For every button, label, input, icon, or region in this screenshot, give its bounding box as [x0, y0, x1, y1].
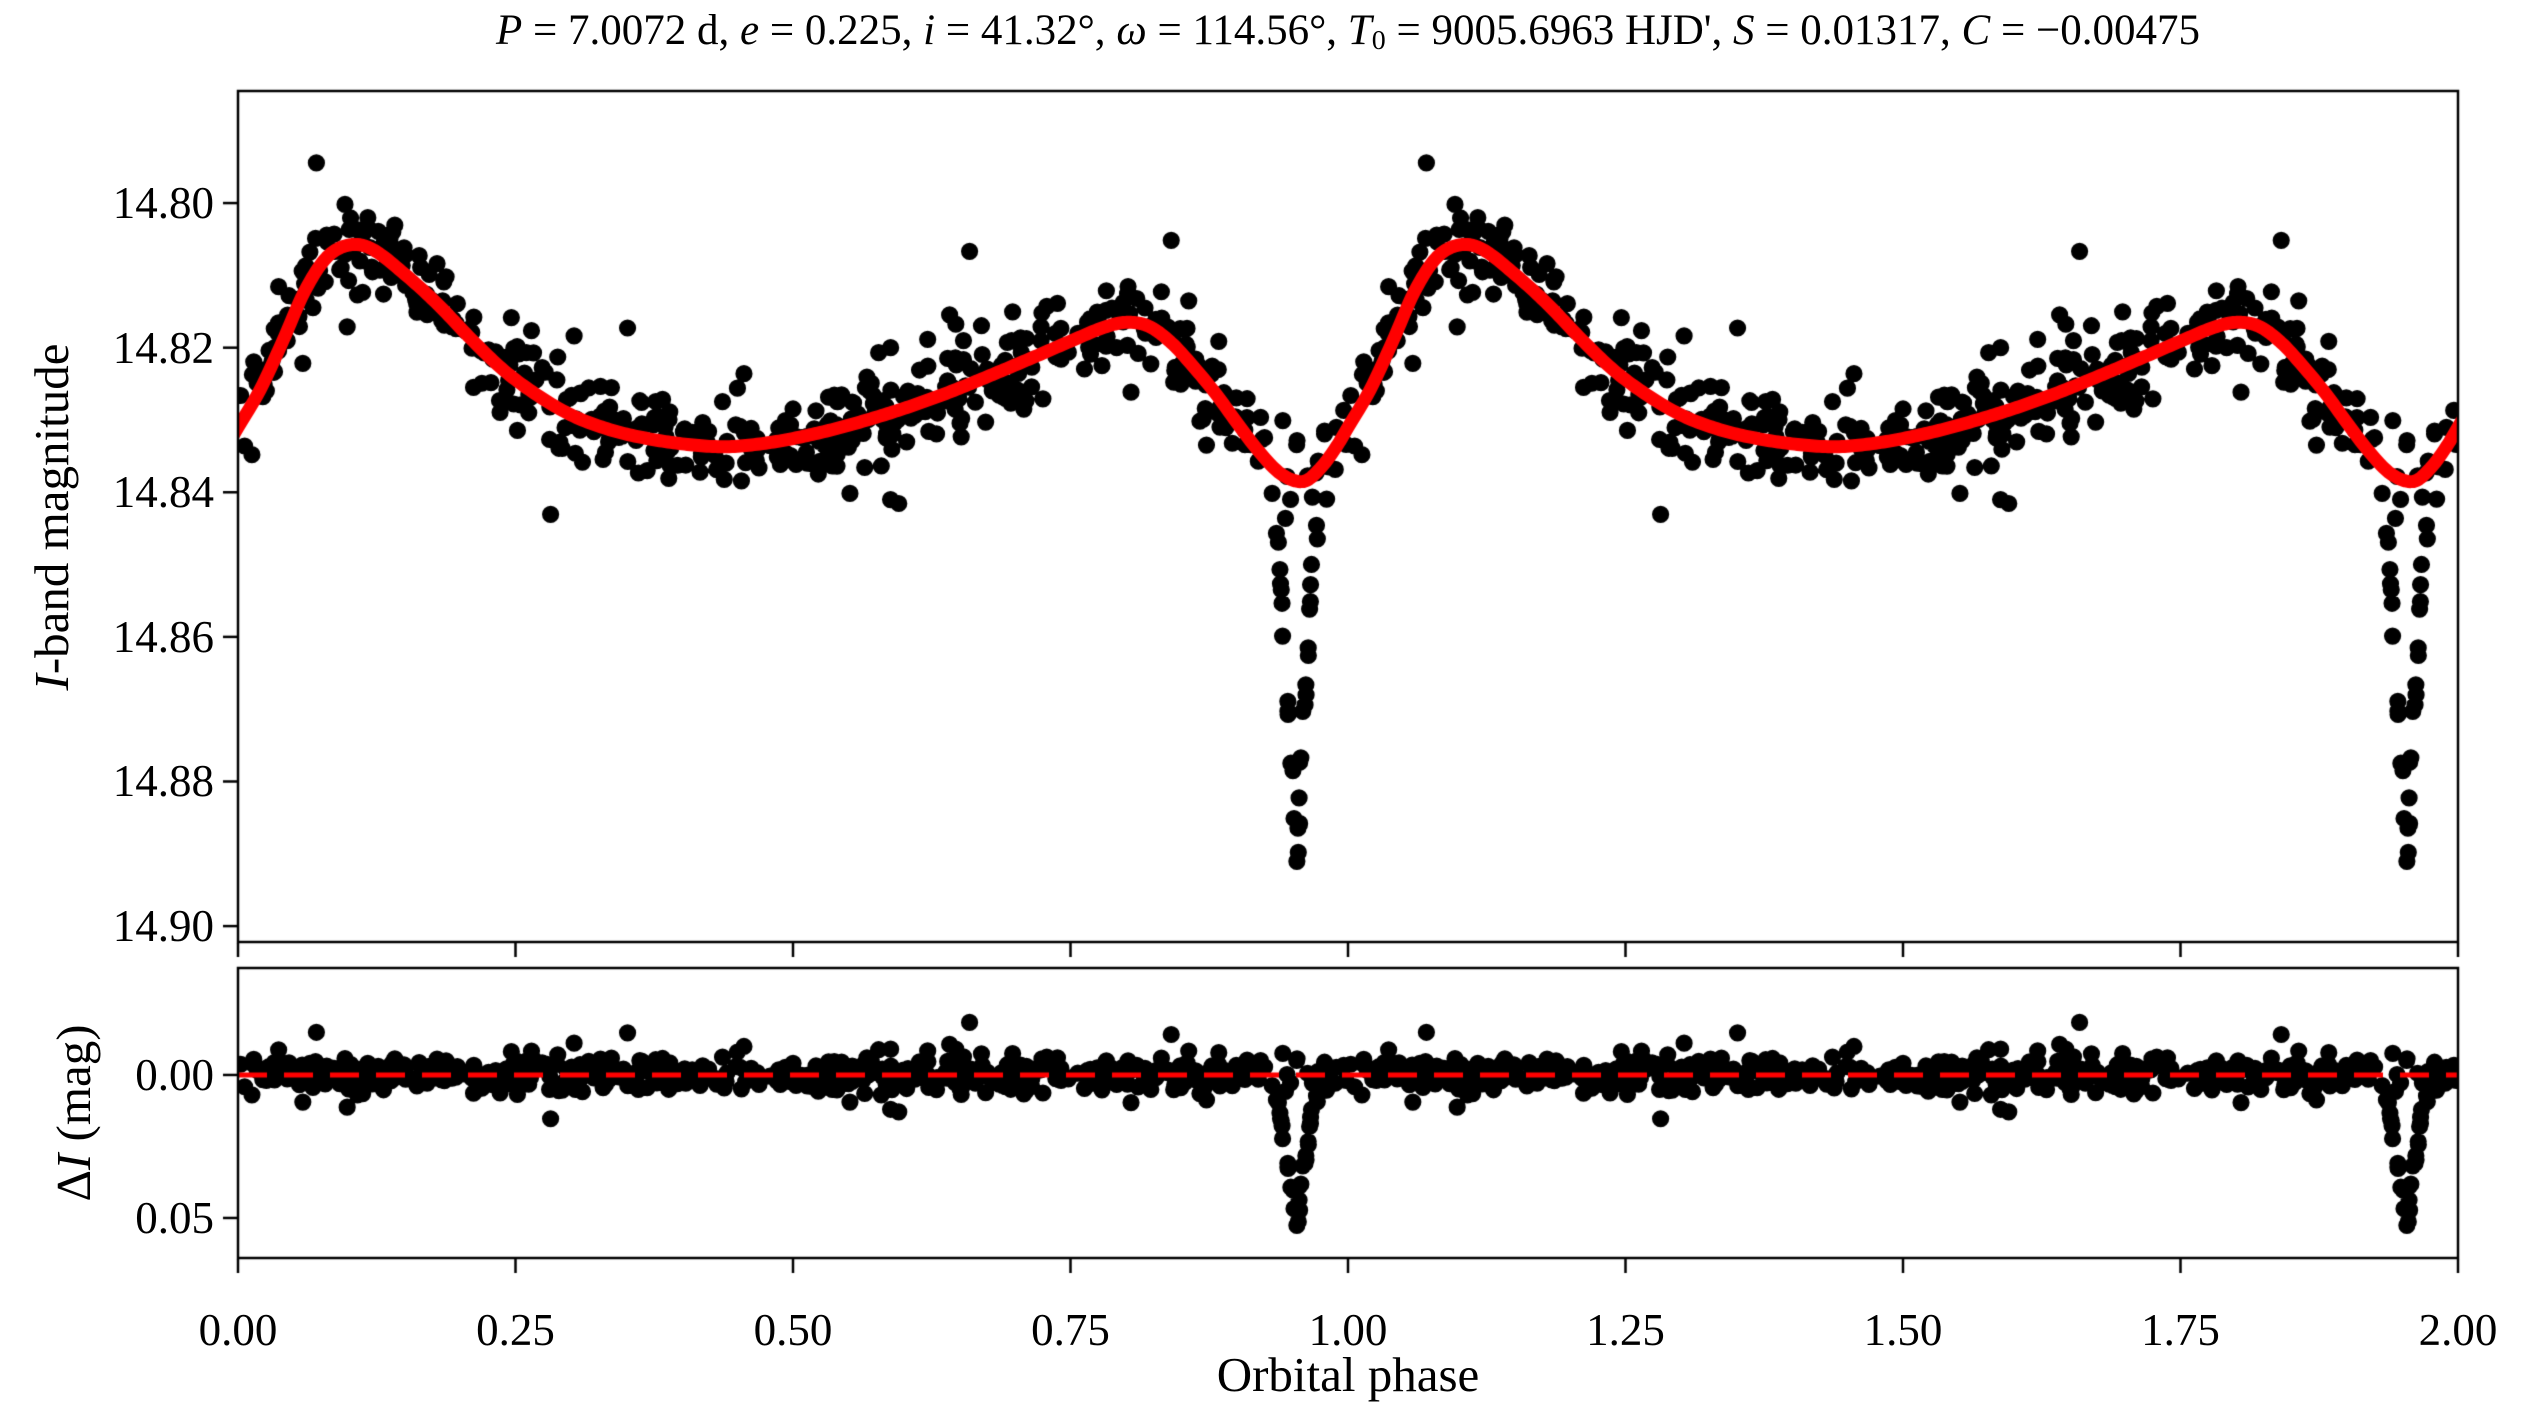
- magnitude-tick-label: 14.84: [112, 467, 214, 518]
- text-segment: e: [740, 7, 760, 54]
- chart-title: P = 7.0072 d, e = 0.225, i = 41.32°, ω =…: [496, 6, 2200, 61]
- x-tick-label: 2.00: [2418, 1305, 2498, 1355]
- magnitude-tick-label: 14.86: [112, 611, 214, 662]
- x-axis-label: Orbital phase: [1216, 1347, 1480, 1402]
- magnitude-tick-label: 14.80: [112, 178, 214, 229]
- x-tick-label: 1.00: [1308, 1305, 1388, 1355]
- text-segment: = 9005.6963 HJD',: [1385, 7, 1734, 54]
- text-segment: I: [24, 673, 79, 690]
- residual-tick-label: 0.00: [135, 1049, 214, 1100]
- text-segment: S: [1733, 7, 1755, 54]
- x-tick-label: 0.00: [198, 1305, 278, 1355]
- x-tick-label: 1.50: [1863, 1305, 1943, 1355]
- text-segment: = 7.0072 d,: [522, 7, 741, 54]
- x-tick-label: 0.25: [476, 1305, 555, 1355]
- x-tick-label: 1.25: [1586, 1305, 1665, 1355]
- magnitude-tick-label: 14.88: [112, 756, 214, 807]
- text-segment: P: [496, 7, 523, 54]
- magnitude-tick-label: 14.82: [112, 322, 214, 373]
- text-segment: i: [923, 7, 936, 54]
- text-segment: = 41.32°,: [935, 7, 1117, 54]
- text-segment: ω: [1116, 7, 1147, 54]
- text-segment: T: [1347, 7, 1372, 54]
- x-tick-label: 1.75: [2141, 1305, 2220, 1355]
- text-segment: C: [1961, 7, 1991, 54]
- text-segment: = 0.225,: [759, 7, 924, 54]
- x-tick-label: 0.50: [753, 1305, 833, 1355]
- text-segment: = 114.56°,: [1146, 7, 1348, 54]
- text-segment: I: [46, 1153, 101, 1171]
- text-segment: = −0.00475: [1990, 7, 2200, 54]
- x-tick-label: 0.75: [1031, 1305, 1110, 1355]
- text-segment: = 0.01317,: [1754, 7, 1962, 54]
- residual-tick-label: 0.05: [135, 1192, 214, 1243]
- magnitude-tick-label: 14.90: [112, 901, 214, 952]
- text-segment: 0: [1371, 25, 1386, 57]
